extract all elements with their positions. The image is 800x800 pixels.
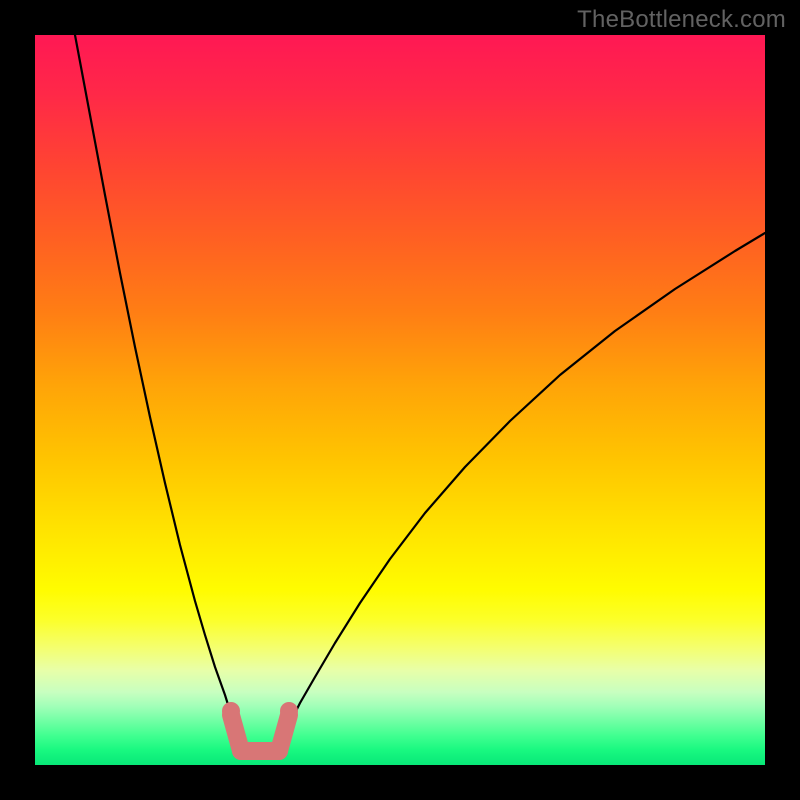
gradient-background <box>35 35 765 765</box>
overlay-segment <box>279 715 289 751</box>
plot-svg <box>35 35 765 765</box>
plot-area <box>35 35 765 765</box>
overlay-dot <box>222 702 240 720</box>
chart-container: TheBottleneck.com <box>0 0 800 800</box>
overlay-dot <box>280 702 298 720</box>
watermark-text: TheBottleneck.com <box>577 6 786 34</box>
